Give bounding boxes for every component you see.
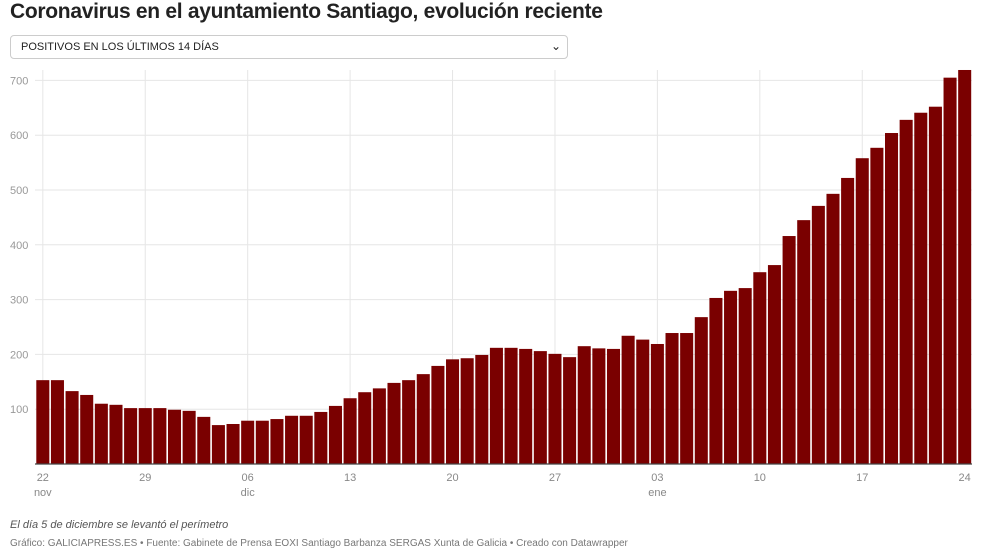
bar [724,290,738,464]
bar [592,348,606,464]
x-tick-label: 17 [856,472,868,484]
bar [958,69,972,464]
bar [885,133,899,464]
y-tick-label: 100 [10,404,28,416]
bar [109,404,123,464]
x-tick-label: 13 [344,472,356,484]
x-tick-label: 27 [549,472,561,484]
y-tick-label: 200 [10,349,28,361]
bar [504,347,518,464]
y-tick-label: 400 [10,240,28,252]
bar [914,112,928,465]
bar [416,374,430,464]
bar [577,346,591,464]
x-tick-month-label: nov [34,487,52,499]
bar [80,394,94,464]
bar [460,358,474,464]
bar [241,420,255,464]
bar [372,388,386,464]
bar [270,419,284,464]
bar [343,398,357,464]
y-tick-label: 700 [10,75,28,87]
bar [211,425,225,464]
bar [138,408,152,464]
bar [855,158,869,464]
bar [402,380,416,464]
x-tick-label: 22 [37,472,49,484]
bar [519,348,533,464]
bar [226,423,240,464]
bar [299,415,313,464]
bar [167,409,182,464]
x-tick-label: 06 [242,472,254,484]
bar [636,339,650,464]
bar [899,119,913,464]
bar [431,365,445,464]
bar [36,380,50,464]
bar [446,359,460,464]
bar [65,391,79,464]
source-credit: Gráfico: GALICIAPRESS.ES • Fuente: Gabin… [10,538,628,549]
chart-title: Coronavirus en el ayuntamiento Santiago,… [10,0,603,23]
bar [606,348,621,464]
bar [694,317,708,464]
x-tick-month-label: dic [241,487,256,499]
bar [255,420,269,464]
bar [153,408,167,464]
bar [841,177,855,464]
bar [621,335,635,464]
bar [533,351,547,464]
dropdown-value: POSITIVOS EN LOS ÚLTIMOS 14 DÍAS [21,41,219,53]
bar [548,353,562,464]
bar [738,288,752,464]
bar [563,357,577,464]
x-tick-label: 29 [139,472,151,484]
bar [943,77,957,464]
bar [782,236,796,464]
bar [650,343,664,464]
chart-note: El día 5 de diciembre se levantó el perí… [10,519,229,531]
bar [182,410,196,464]
x-tick-label: 10 [754,472,766,484]
bar [870,147,884,464]
chevron-down-icon: ⌄ [550,39,561,53]
x-tick-label: 03 [651,472,663,484]
metric-dropdown[interactable]: POSITIVOS EN LOS ÚLTIMOS 14 DÍAS ⌄ [10,35,568,59]
x-tick-label: 20 [446,472,458,484]
bar [665,333,679,464]
bar [50,380,64,464]
bar [124,408,138,464]
bar [680,333,694,464]
bar [709,297,723,464]
bar [197,416,211,464]
bar [767,265,781,464]
x-tick-label: 24 [959,472,971,484]
y-tick-label: 300 [10,295,28,307]
bar [753,272,767,464]
bar [826,193,840,464]
bar [314,411,328,464]
bar [797,220,811,464]
bar [94,403,108,464]
bar [811,205,825,464]
bar-chart: 100 200 300 400 500 600 700 22 nov 29 06 dic 13 20 27 0… [10,69,972,499]
bar [489,347,503,464]
x-tick-month-label: ene [648,487,666,499]
y-tick-label: 600 [10,130,28,142]
y-tick-label: 500 [10,185,28,197]
bar [387,382,401,464]
bar [358,392,372,464]
bar [928,106,942,464]
bar [475,354,489,464]
bar [285,415,299,464]
bar [328,405,342,464]
